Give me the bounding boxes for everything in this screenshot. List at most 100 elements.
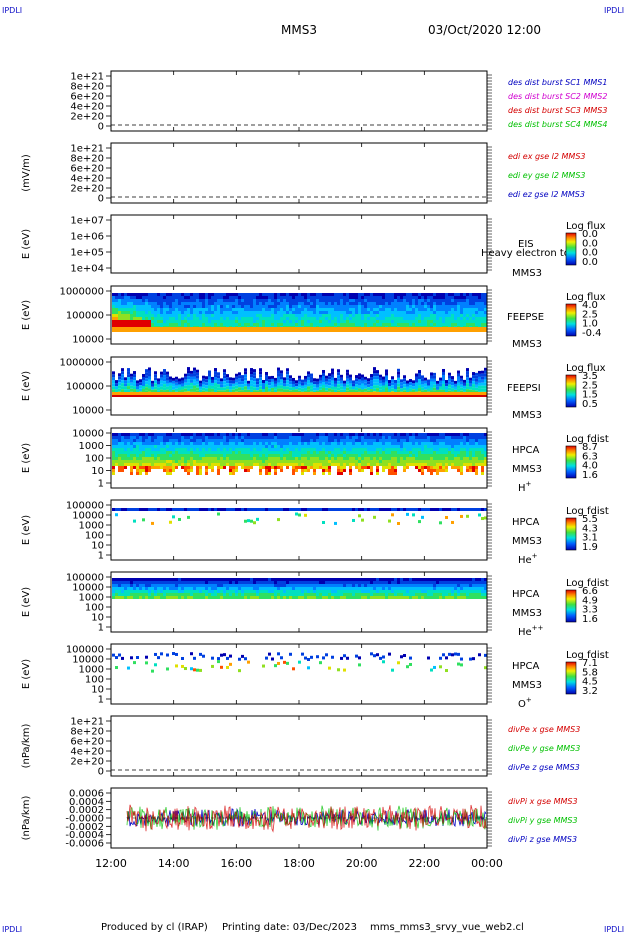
- heat-cell: [220, 445, 223, 448]
- heat-cell: [181, 389, 184, 393]
- y-axis-label: E (eV): [21, 443, 32, 473]
- heat-cell: [343, 305, 346, 308]
- heat-cell: [373, 308, 376, 311]
- heat-cell: [130, 373, 133, 377]
- heat-cell: [229, 317, 232, 320]
- heat-cell: [358, 314, 361, 317]
- heat-cell: [163, 305, 166, 308]
- heat-cell: [172, 293, 175, 296]
- heat-cell: [193, 376, 196, 380]
- heat-cell: [139, 442, 142, 445]
- heat-cell: [253, 384, 256, 388]
- heat-cell: [148, 308, 151, 311]
- heat-cell: [196, 387, 199, 391]
- heat-cell: [244, 305, 247, 308]
- heat-cell: [112, 454, 115, 457]
- heat-cell: [277, 323, 280, 326]
- heat-cell: [367, 299, 370, 302]
- heat-cell: [178, 381, 181, 385]
- heat-cell: [385, 436, 388, 439]
- heat-cell: [397, 442, 400, 445]
- heat-cell: [403, 378, 406, 382]
- heat-cell: [136, 587, 139, 590]
- heat-cell: [475, 442, 478, 445]
- heat-cell: [157, 314, 160, 317]
- heat-cell: [196, 454, 199, 457]
- heat-cell: [484, 323, 487, 326]
- heat-cell: [142, 590, 145, 593]
- heat-cell: [349, 433, 352, 436]
- heat-cell: [298, 375, 301, 379]
- heat-cell: [370, 433, 373, 436]
- heat-cell: [433, 305, 436, 308]
- heat-cell: [283, 299, 286, 302]
- heat-cell: [187, 299, 190, 302]
- heat-cell: [136, 457, 139, 460]
- heat-cell: [421, 302, 424, 305]
- heat-cell: [139, 469, 142, 472]
- heat-cell: [292, 454, 295, 457]
- heat-cell: [421, 390, 424, 394]
- heat-cell: [304, 320, 307, 323]
- heat-cell: [175, 395, 178, 397]
- heat-cell: [145, 390, 148, 394]
- heat-cell: [271, 293, 274, 296]
- heat-cell: [283, 448, 286, 451]
- heat-cell: [373, 457, 376, 460]
- heat-cell: [343, 460, 346, 463]
- heat-cell: [460, 327, 463, 332]
- heat-cell: [307, 327, 310, 332]
- heat-cell: [166, 320, 169, 323]
- heat-cell: [175, 305, 178, 308]
- heat-cell: [268, 466, 271, 469]
- heat-cell: [457, 370, 460, 374]
- heat-cell: [367, 323, 370, 326]
- heat-cell: [466, 442, 469, 445]
- heat-cell: [193, 388, 196, 392]
- heat-cell: [343, 436, 346, 439]
- heat-cell: [289, 508, 292, 511]
- heat-cell: [121, 374, 124, 378]
- heat-cell: [385, 375, 388, 379]
- heat-cell: [292, 457, 295, 460]
- heat-cell: [280, 302, 283, 305]
- legend-entry: des dist burst SC4 MMS4: [508, 120, 607, 129]
- heat-cell: [310, 327, 313, 332]
- heat-cell: [436, 448, 439, 451]
- heat-cell: [370, 317, 373, 320]
- heat-cell: [280, 508, 283, 511]
- heat-cell: [379, 311, 382, 314]
- heat-cell: [211, 448, 214, 451]
- heat-cell: [277, 302, 280, 305]
- heat-cell: [247, 314, 250, 317]
- heat-cell: [154, 460, 157, 463]
- heat-cell: [370, 389, 373, 393]
- heat-cell: [430, 508, 433, 511]
- heat-cell: [157, 320, 160, 323]
- heat-cell: [331, 451, 334, 454]
- heat-cell: [382, 469, 385, 472]
- heat-cell: [310, 442, 313, 445]
- heat-cell: [112, 374, 115, 378]
- heat-cell: [352, 293, 355, 296]
- heat-cell: [142, 302, 145, 305]
- heat-cell: [274, 395, 277, 397]
- heat-cell: [217, 305, 220, 308]
- heat-cell: [403, 436, 406, 439]
- heat-cell: [355, 327, 358, 332]
- heat-cell: [442, 451, 445, 454]
- heat-cell: [364, 317, 367, 320]
- heat-cell: [433, 384, 436, 388]
- heat-cell: [484, 302, 487, 305]
- heat-cell: [478, 448, 481, 451]
- heat-cell: [310, 323, 313, 326]
- heat-cell: [280, 305, 283, 308]
- heat-cell: [334, 436, 337, 439]
- heat-cell: [382, 305, 385, 308]
- heat-cell: [181, 311, 184, 314]
- heat-cell: [286, 386, 289, 390]
- heat-cell: [166, 386, 169, 390]
- heat-cell: [376, 320, 379, 323]
- heat-cell: [121, 383, 124, 387]
- heat-cell: [244, 392, 247, 395]
